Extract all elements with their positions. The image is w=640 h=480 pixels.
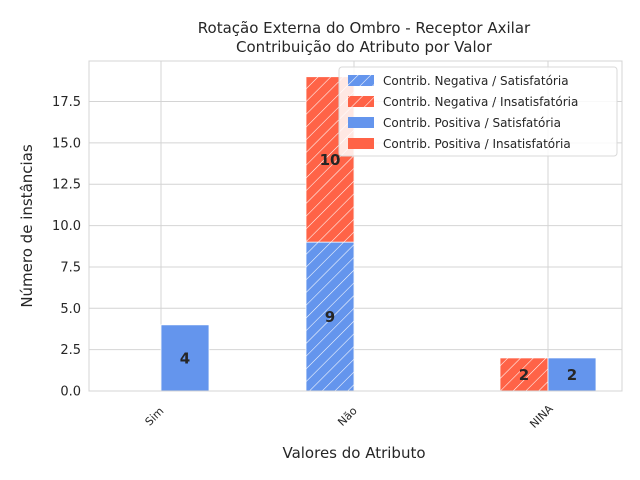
legend-entry-label: Contrib. Positiva / Insatisfatória [383, 137, 571, 151]
y-tick-label: 17.5 [52, 95, 81, 110]
plot-frame [88, 60, 623, 392]
bar-segment [547, 357, 597, 392]
legend-swatch [348, 96, 374, 107]
bar-segment [160, 324, 210, 392]
y-tick-label: 12.5 [52, 178, 81, 193]
y-tick-label: 5.0 [60, 302, 81, 317]
legend-entry-label: Contrib. Negativa / Satisfatória [383, 74, 569, 88]
bar-value-label: 2 [519, 366, 529, 384]
x-tick-label: NINA [527, 402, 556, 431]
legend-swatch [348, 117, 374, 128]
bar-value-label: 4 [180, 349, 190, 367]
legend-swatch [348, 75, 374, 86]
x-axis-label: Valores do Atributo [282, 444, 425, 462]
x-tick-label: Sim [143, 405, 167, 429]
chart-title: Rotação Externa do Ombro - Receptor Axil… [198, 19, 531, 37]
legend-entry-label: Contrib. Positiva / Satisfatória [383, 116, 561, 130]
bar-segment [305, 241, 355, 392]
legend-swatch [348, 138, 374, 149]
bar-value-label: 2 [567, 366, 577, 384]
y-tick-label: 0.0 [60, 385, 81, 400]
bar-value-label: 9 [325, 308, 335, 326]
y-tick-label: 15.0 [52, 136, 81, 151]
chart-subtitle: Contribuição do Atributo por Valor [236, 38, 493, 56]
y-axis-label: Número de instâncias [18, 144, 36, 308]
legend: Contrib. Negativa / Satisfatória Contrib.… [338, 66, 618, 157]
x-tick-label: Não [335, 404, 360, 429]
y-tick-label: 2.5 [60, 343, 81, 358]
legend-entry-label: Contrib. Negativa / Insatisfatória [383, 95, 578, 109]
y-tick-label: 7.5 [60, 260, 81, 275]
y-tick-label: 10.0 [52, 219, 81, 234]
data-labels: 9 10 2 4 2 [180, 151, 577, 384]
legend-box [338, 66, 618, 157]
bar-value-label: 10 [320, 151, 341, 169]
